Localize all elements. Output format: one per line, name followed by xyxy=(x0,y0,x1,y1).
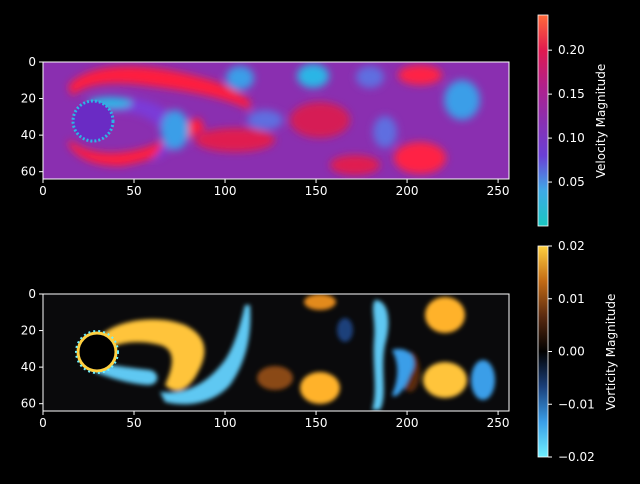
vorticity-negative-blob xyxy=(337,318,353,342)
x-tick-label: 50 xyxy=(126,184,141,198)
vorticity-positive-shear-layer xyxy=(100,319,205,391)
velocity-colorbar: 0.05 0.10 0.15 0.20 Velocity Magnitude xyxy=(537,14,608,227)
y-tick-label: 40 xyxy=(21,360,36,374)
vorticity-positive-blob xyxy=(300,372,340,404)
velocity-high-speed-blob xyxy=(398,65,442,85)
vorticity-x-ticks: 0 50 100 150 200 250 xyxy=(39,411,510,430)
colorbar-tick-label: −0.01 xyxy=(558,397,595,411)
x-tick-label: 100 xyxy=(214,416,237,430)
velocity-colorbar-ticks: 0.05 0.10 0.15 0.20 xyxy=(548,43,585,189)
colorbar-tick-label: 0.05 xyxy=(558,175,585,189)
velocity-y-ticks: 0 20 40 60 xyxy=(21,55,43,179)
vorticity-positive-blob xyxy=(257,366,293,390)
x-tick-label: 200 xyxy=(396,184,419,198)
x-tick-label: 0 xyxy=(39,184,47,198)
colorbar-tick-label: −0.02 xyxy=(558,450,595,464)
velocity-plot-frame xyxy=(42,61,510,180)
y-tick-label: 0 xyxy=(28,55,36,69)
y-tick-label: 20 xyxy=(21,92,36,106)
velocity-low-speed-blob xyxy=(247,110,283,130)
velocity-colorbar-label: Velocity Magnitude xyxy=(594,64,608,178)
velocity-cylinder xyxy=(71,99,115,143)
velocity-wake-tongue xyxy=(100,97,177,160)
x-tick-label: 150 xyxy=(305,184,328,198)
vorticity-colorbar: 0.02 0.01 0.00 −0.01 −0.02 Vorticity Magnitu… xyxy=(537,239,618,464)
y-tick-label: 60 xyxy=(21,397,36,411)
velocity-lower-shear-layer xyxy=(68,118,205,166)
y-tick-label: 60 xyxy=(21,165,36,179)
velocity-high-speed-blob xyxy=(290,102,350,138)
vorticity-colorbar-ticks: 0.02 0.01 0.00 −0.01 −0.02 xyxy=(548,239,595,464)
vorticity-positive-blob xyxy=(425,297,465,333)
vorticity-plot-frame xyxy=(42,293,510,412)
vorticity-negative-streak xyxy=(372,300,389,410)
vorticity-negative-streak xyxy=(392,349,414,397)
velocity-high-speed-blob xyxy=(394,142,446,174)
velocity-high-speed-blob xyxy=(330,155,380,175)
velocity-low-speed-blob xyxy=(356,66,384,88)
velocity-low-speed-blob xyxy=(444,80,480,120)
y-tick-label: 20 xyxy=(21,324,36,338)
vorticity-colorbar-gradient xyxy=(537,245,549,458)
velocity-upper-shear-layer xyxy=(68,66,250,110)
x-tick-label: 50 xyxy=(126,416,141,430)
x-tick-label: 250 xyxy=(487,416,510,430)
y-tick-label: 40 xyxy=(21,128,36,142)
colorbar-tick-label: 0.01 xyxy=(558,292,585,306)
colorbar-tick-label: 0.00 xyxy=(558,345,585,359)
velocity-low-speed-blob xyxy=(226,66,254,90)
y-tick-label: 0 xyxy=(28,287,36,301)
vorticity-positive-blob xyxy=(423,362,467,398)
colorbar-tick-label: 0.20 xyxy=(558,43,585,57)
velocity-x-ticks: 0 50 100 150 200 250 xyxy=(39,179,510,198)
vorticity-positive-blob xyxy=(304,294,336,310)
velocity-heatmap: 0 50 100 150 200 250 0 20 40 60 xyxy=(21,55,510,198)
colorbar-tick-label: 0.15 xyxy=(558,87,585,101)
velocity-low-speed-blob xyxy=(373,116,397,148)
x-tick-label: 200 xyxy=(396,416,419,430)
x-tick-label: 150 xyxy=(305,416,328,430)
colorbar-tick-label: 0.02 xyxy=(558,239,585,253)
velocity-low-speed-blob xyxy=(297,64,329,88)
vorticity-cylinder xyxy=(76,331,118,373)
velocity-low-speed-blob xyxy=(161,110,189,150)
velocity-high-speed-blob xyxy=(195,128,275,152)
colorbar-tick-label: 0.10 xyxy=(558,131,585,145)
vorticity-colorbar-label: Vorticity Magnitude xyxy=(604,294,618,411)
vorticity-negative-blob xyxy=(471,360,495,400)
x-tick-label: 100 xyxy=(214,184,237,198)
x-tick-label: 0 xyxy=(39,416,47,430)
vorticity-negative-streak xyxy=(160,305,251,405)
vorticity-heatmap: 0 50 100 150 200 250 0 20 40 60 xyxy=(21,287,510,430)
vorticity-cylinder-edge xyxy=(75,330,119,374)
vorticity-y-ticks: 0 20 40 60 xyxy=(21,287,43,411)
x-tick-label: 250 xyxy=(487,184,510,198)
velocity-colorbar-gradient xyxy=(537,14,549,227)
vorticity-negative-shear-layer xyxy=(95,362,158,385)
